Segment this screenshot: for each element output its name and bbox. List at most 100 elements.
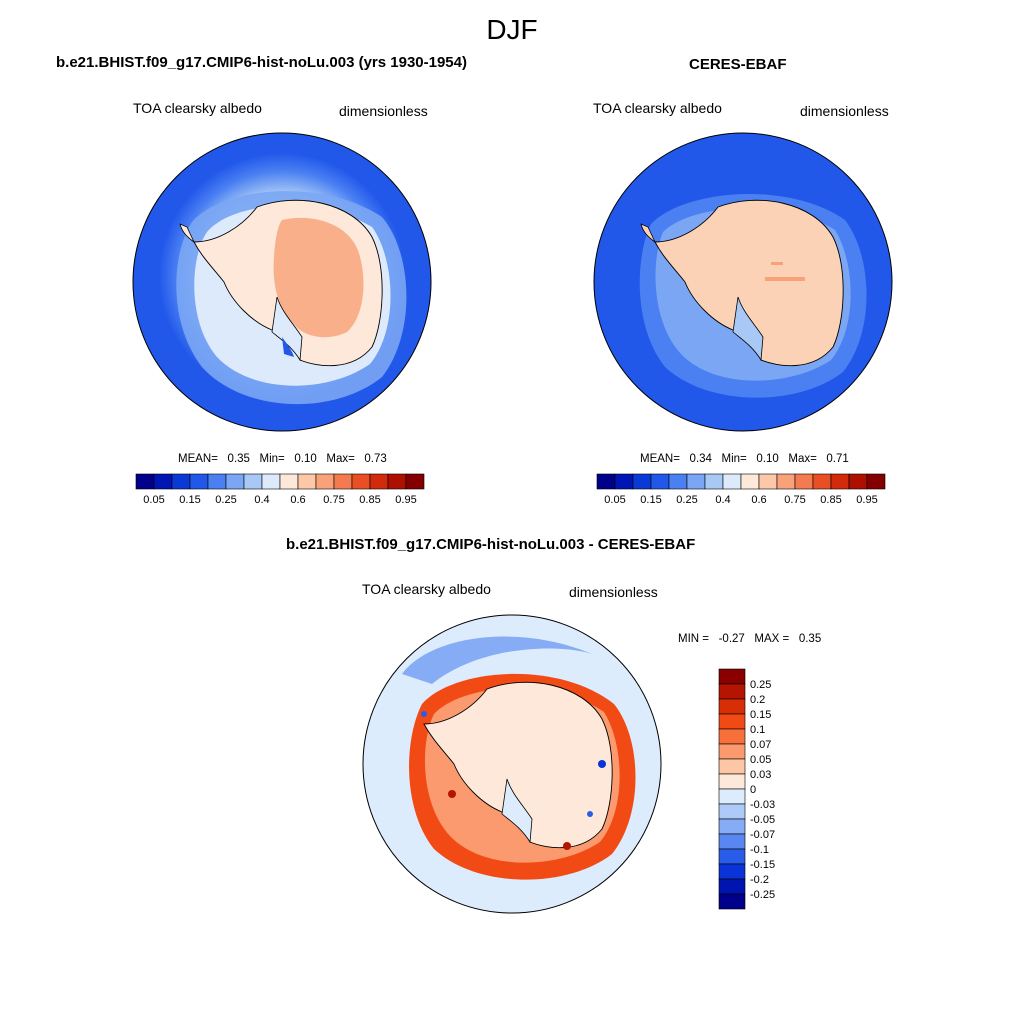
mean-label: MEAN= (640, 453, 680, 465)
model-colorbar-swatch (243, 473, 263, 490)
panel2-title: CERES-EBAF (689, 56, 787, 73)
max-value: 0.71 (826, 453, 849, 465)
difference-colorbar: 0.25 0.2 0.15 0.1 0.07 0.05 0.03 0 -0.03 -0.05 -0.… (718, 668, 775, 910)
panel1-variable: TOA clearsky albedo (133, 100, 262, 116)
panel1-units: dimensionless (339, 103, 428, 119)
model-colorbar-tick-label: 0.6 (290, 494, 305, 506)
model-colorbar: 0.05 0.15 0.25 0.4 0.6 0.75 0.85 0.95 (135, 473, 425, 506)
ceres-colorbar-swatch (614, 473, 634, 490)
difference-colorbar-tick-label: 0.03 (750, 769, 771, 781)
ceres-colorbar-swatch (830, 473, 850, 490)
panel2-stats: MEAN= 0.34 Min= 0.10 Max= 0.71 (640, 453, 849, 465)
min-value: 0.10 (756, 453, 779, 465)
model-albedo-map (132, 132, 432, 432)
ceres-colorbar-tick-label: 0.25 (676, 494, 697, 506)
difference-colorbar-tick-label: -0.05 (750, 814, 775, 826)
model-colorbar-swatch (279, 473, 299, 490)
min-label: Min= (259, 453, 285, 465)
model-colorbar-tick-label: 0.15 (179, 494, 200, 506)
ceres-colorbar: 0.05 0.15 0.25 0.4 0.6 0.75 0.85 0.95 (596, 473, 886, 506)
ceres-colorbar-swatch (758, 473, 778, 490)
difference-colorbar-tick-label: -0.25 (750, 889, 775, 901)
model-colorbar-swatch (189, 473, 209, 490)
difference-colorbar-tick-label: 0.2 (750, 694, 765, 706)
panel2-units: dimensionless (800, 103, 889, 119)
model-colorbar-swatch (297, 473, 317, 490)
difference-colorbar-tick-label: -0.1 (750, 844, 769, 856)
difference-colorbar-swatch (718, 713, 746, 730)
model-colorbar-swatch (405, 473, 425, 490)
difference-colorbar-swatch (718, 728, 746, 745)
ceres-colorbar-swatch (722, 473, 742, 490)
max-label: Max= (788, 453, 817, 465)
panel3-title: b.e21.BHIST.f09_g17.CMIP6-hist-noLu.003 … (286, 536, 696, 553)
model-colorbar-swatch (261, 473, 281, 490)
panel2-variable: TOA clearsky albedo (593, 100, 722, 116)
min-value: 0.10 (294, 453, 317, 465)
ceres-colorbar-tick-label: 0.95 (856, 494, 877, 506)
max-value: 0.73 (364, 453, 387, 465)
difference-colorbar-tick-label: -0.15 (750, 859, 775, 871)
difference-colorbar-swatch (718, 683, 746, 700)
difference-colorbar-tick-label: 0.1 (750, 724, 765, 736)
difference-colorbar-swatch (718, 803, 746, 820)
panel3-units: dimensionless (569, 584, 658, 600)
difference-colorbar-swatch (718, 893, 746, 910)
ceres-colorbar-tick-label: 0.75 (784, 494, 805, 506)
panel3-stats: MIN = -0.27 MAX = 0.35 (678, 633, 821, 645)
difference-colorbar-tick-label: 0.15 (750, 709, 771, 721)
difference-colorbar-swatch (718, 743, 746, 760)
panel1-stats: MEAN= 0.35 Min= 0.10 Max= 0.73 (178, 453, 387, 465)
model-colorbar-tick-label: 0.05 (143, 494, 164, 506)
model-colorbar-tick-label: 0.4 (254, 494, 269, 506)
panel3-variable: TOA clearsky albedo (362, 581, 491, 597)
difference-colorbar-tick-label: 0 (750, 784, 756, 796)
difference-colorbar-tick-label: -0.2 (750, 874, 769, 886)
ceres-colorbar-tick-label: 0.85 (820, 494, 841, 506)
difference-colorbar-swatch (718, 833, 746, 850)
ceres-colorbar-swatch (812, 473, 832, 490)
difference-colorbar-swatch (718, 878, 746, 895)
difference-colorbar-swatch (718, 848, 746, 865)
ceres-colorbar-swatch (650, 473, 670, 490)
mean-label: MEAN= (178, 453, 218, 465)
difference-colorbar-swatch (718, 698, 746, 715)
min-label: MIN = (678, 633, 709, 645)
ceres-colorbar-tick-label: 0.6 (751, 494, 766, 506)
model-colorbar-tick-label: 0.25 (215, 494, 236, 506)
difference-colorbar-swatch (718, 773, 746, 790)
difference-albedo-map (362, 614, 662, 914)
ceres-colorbar-swatch (632, 473, 652, 490)
difference-colorbar-tick-label: -0.07 (750, 829, 775, 841)
figure-title: DJF (486, 14, 538, 45)
difference-colorbar-swatch (718, 758, 746, 775)
model-colorbar-swatch (333, 473, 353, 490)
ceres-colorbar-tick-label: 0.4 (715, 494, 730, 506)
difference-colorbar-tick-label: -0.03 (750, 799, 775, 811)
difference-colorbar-swatch (718, 818, 746, 835)
mean-value: 0.35 (227, 453, 250, 465)
ceres-colorbar-swatch (704, 473, 724, 490)
difference-colorbar-swatch (718, 668, 746, 685)
ceres-colorbar-swatch (866, 473, 886, 490)
ceres-colorbar-swatch (740, 473, 760, 490)
ceres-colorbar-swatch (848, 473, 868, 490)
model-colorbar-tick-label: 0.85 (359, 494, 380, 506)
min-value: -0.27 (718, 633, 745, 645)
max-label: Max= (326, 453, 355, 465)
difference-colorbar-swatch (718, 788, 746, 805)
ceres-colorbar-tick-label: 0.05 (604, 494, 625, 506)
ceres-colorbar-swatch (794, 473, 814, 490)
mean-value: 0.34 (689, 453, 712, 465)
model-colorbar-tick-label: 0.95 (395, 494, 416, 506)
model-colorbar-swatch (207, 473, 227, 490)
min-label: Min= (721, 453, 747, 465)
ceres-colorbar-tick-label: 0.15 (640, 494, 661, 506)
max-value: 0.35 (798, 633, 822, 645)
ceres-colorbar-swatch (776, 473, 796, 490)
model-colorbar-swatch (225, 473, 245, 490)
model-colorbar-swatch (387, 473, 407, 490)
difference-colorbar-tick-label: 0.05 (750, 754, 771, 766)
ceres-albedo-map (593, 132, 893, 432)
model-colorbar-swatch (351, 473, 371, 490)
